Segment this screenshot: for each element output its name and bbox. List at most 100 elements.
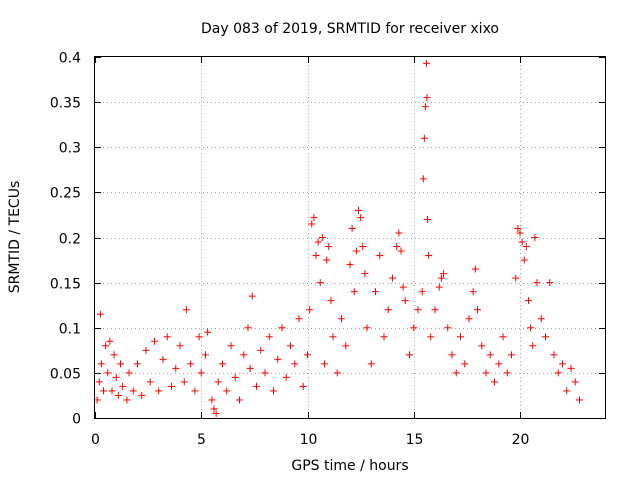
y-tick-label: 0.3 — [59, 141, 81, 157]
data-point — [219, 360, 226, 368]
data-point — [520, 256, 528, 264]
y-tick-label: 0.15 — [50, 277, 81, 293]
data-point — [346, 261, 354, 269]
data-point — [333, 369, 341, 377]
data-point — [274, 355, 282, 363]
data-point — [406, 351, 413, 359]
data-point — [361, 270, 369, 278]
data-point — [231, 373, 239, 381]
data-point — [316, 279, 324, 287]
data-point — [516, 229, 524, 237]
data-point — [248, 292, 256, 300]
data-point — [486, 351, 494, 359]
data-point — [499, 333, 507, 341]
data-point — [376, 252, 384, 260]
data-point — [452, 369, 460, 377]
data-point — [397, 247, 405, 255]
data-point — [236, 396, 243, 404]
data-point — [244, 324, 252, 332]
y-tick-label: 0 — [72, 412, 81, 428]
data-point — [142, 346, 150, 354]
data-point — [421, 103, 429, 111]
chart-title: Day 083 of 2019, SRMTID for receiver xix… — [201, 21, 499, 37]
data-point — [291, 360, 299, 368]
data-point — [363, 324, 371, 332]
data-point — [108, 387, 116, 395]
data-point — [389, 274, 396, 282]
data-point — [495, 360, 503, 368]
data-point — [527, 324, 535, 332]
data-point — [129, 387, 137, 395]
x-tick-label: 10 — [300, 432, 318, 448]
data-point — [299, 382, 307, 390]
data-point — [384, 306, 392, 314]
x-tick-label: 5 — [197, 432, 206, 448]
data-point — [278, 324, 286, 332]
data-point — [125, 369, 133, 377]
data-point — [352, 247, 360, 255]
data-point — [210, 405, 218, 413]
data-point — [117, 360, 124, 368]
data-point — [508, 351, 515, 359]
data-point — [401, 297, 409, 305]
data-point — [112, 373, 120, 381]
data-point — [367, 360, 375, 368]
data-point — [423, 94, 431, 102]
data-point — [204, 328, 212, 336]
data-point — [427, 333, 435, 341]
data-point — [295, 315, 303, 323]
data-point — [168, 382, 175, 390]
data-point — [240, 351, 248, 359]
plot-frame — [94, 56, 606, 419]
grid-layer — [95, 57, 605, 418]
data-point — [554, 369, 562, 377]
data-point — [514, 224, 522, 232]
data-point — [314, 238, 322, 246]
y-tick-label: 0.05 — [50, 367, 81, 383]
y-tick-label: 0.1 — [59, 322, 81, 338]
data-point — [202, 351, 209, 359]
data-point — [542, 333, 549, 341]
data-point — [559, 360, 566, 368]
data-point — [208, 396, 216, 404]
data-point — [163, 333, 171, 341]
data-point — [461, 360, 469, 368]
x-tick-label: 20 — [512, 432, 530, 448]
data-point — [123, 396, 131, 404]
y-tick-label: 0.25 — [50, 186, 81, 202]
data-point — [138, 391, 146, 399]
data-point — [395, 229, 403, 237]
data-point — [197, 369, 205, 377]
data-point — [525, 297, 532, 305]
data-point — [420, 134, 428, 142]
data-point — [440, 270, 447, 278]
data-point — [348, 224, 356, 232]
data-point — [457, 333, 464, 341]
data-point — [323, 256, 331, 264]
data-point — [414, 306, 422, 314]
data-point — [342, 342, 350, 350]
data-point — [93, 396, 101, 404]
data-point — [431, 306, 439, 314]
data-point — [518, 238, 526, 246]
data-point — [571, 378, 579, 386]
data-point — [270, 387, 277, 395]
data-point — [310, 214, 318, 222]
data-point — [159, 355, 167, 363]
data-point — [287, 342, 294, 350]
data-point — [491, 378, 498, 386]
y-tick-label: 0.2 — [59, 232, 81, 248]
data-point — [110, 351, 118, 359]
data-point — [261, 369, 269, 377]
data-point — [191, 387, 199, 395]
data-point — [437, 274, 445, 282]
data-point — [424, 215, 432, 223]
data-point — [529, 342, 537, 350]
data-point — [444, 324, 452, 332]
data-point — [380, 333, 388, 341]
data-point — [119, 382, 127, 390]
y-tick-label: 0.4 — [59, 51, 81, 67]
data-point — [359, 243, 367, 251]
